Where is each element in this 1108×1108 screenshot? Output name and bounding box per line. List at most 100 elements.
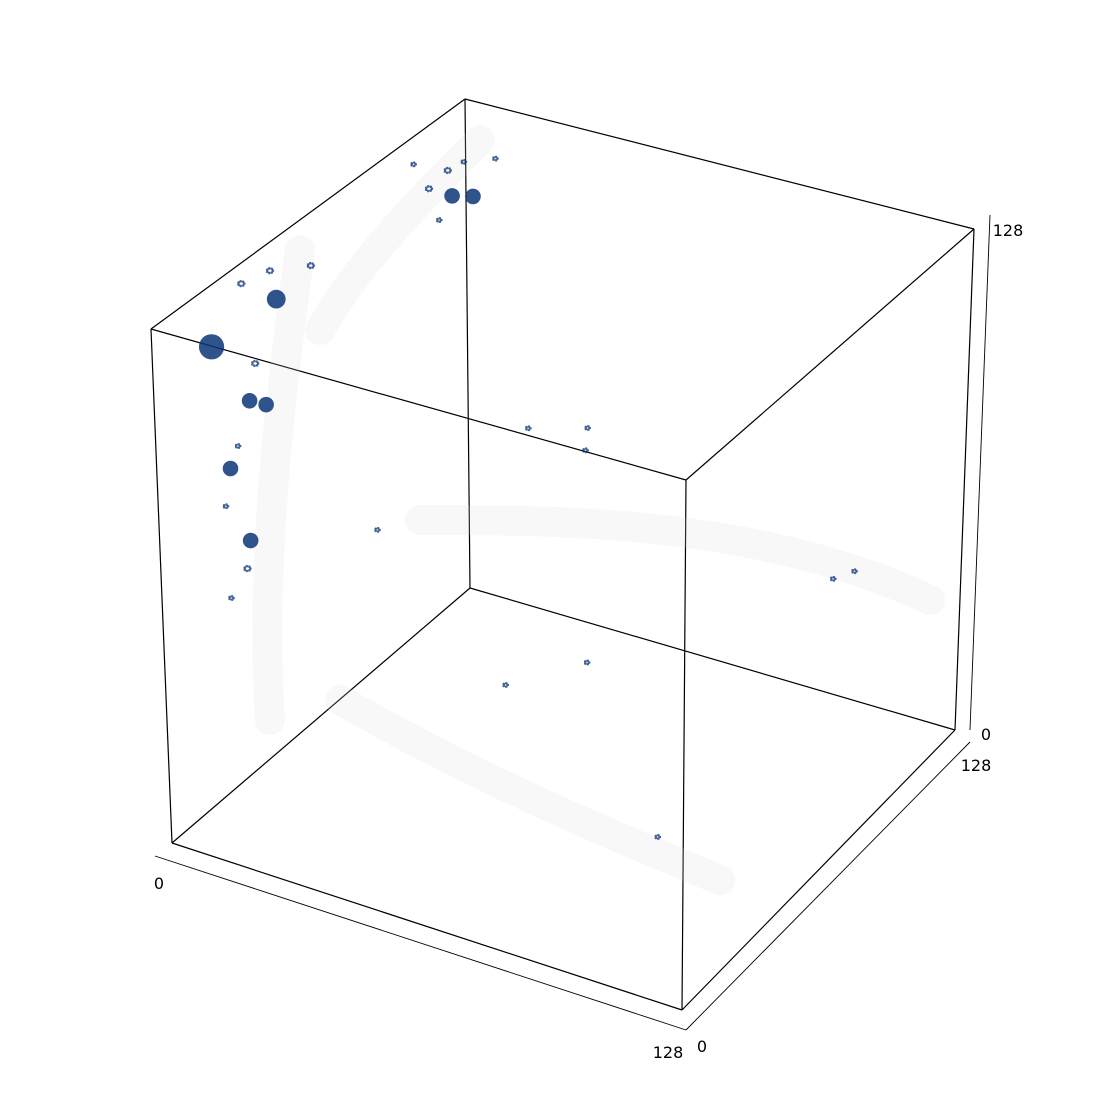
- voxel-dot: [270, 271, 274, 274]
- voxel-dot: [248, 565, 251, 568]
- voxel-blob: [242, 532, 259, 549]
- voxel-dot: [238, 444, 242, 448]
- tick-labels: 0 128 0 128 0 128: [154, 221, 1023, 1062]
- data-point: [465, 188, 481, 205]
- voxel-dot: [248, 569, 251, 572]
- voxel-dot: [256, 362, 260, 365]
- voxel-blob: [222, 460, 239, 477]
- voxel-dot: [414, 163, 418, 166]
- voxel-dot: [584, 450, 588, 454]
- voxel-dot: [374, 527, 377, 531]
- data-point: [460, 158, 468, 165]
- data-point: [228, 595, 235, 601]
- voxel-dot: [410, 164, 414, 167]
- voxel-dot: [527, 425, 531, 428]
- voxel-dot: [440, 218, 443, 222]
- voxel-dot: [658, 835, 662, 839]
- voxel-dot: [492, 158, 495, 161]
- data-point: [492, 155, 499, 162]
- voxel-dot: [506, 683, 510, 687]
- cube-edge: [171, 587, 471, 844]
- data-point: [830, 575, 837, 582]
- y-axis-line: [685, 741, 971, 1031]
- data-point: [654, 833, 662, 840]
- voxel-dot: [222, 506, 226, 509]
- voxel-dot: [429, 185, 433, 189]
- voxel-dot: [584, 425, 588, 429]
- data-point: [198, 334, 225, 360]
- voxel-dot: [424, 188, 428, 192]
- cube-edge: [150, 98, 466, 330]
- data-point: [266, 289, 286, 309]
- voxel-dot: [237, 283, 240, 286]
- voxel-dot: [376, 530, 380, 533]
- voxel-dot: [242, 282, 246, 285]
- voxel-dot: [587, 661, 591, 664]
- data-point: [258, 396, 274, 413]
- voxel-dot: [243, 566, 247, 569]
- voxel-dot: [255, 360, 259, 363]
- voxel-dot: [584, 447, 588, 450]
- x-axis-line: [154, 855, 687, 1031]
- voxel-dot: [448, 167, 451, 170]
- voxel-blob: [258, 396, 274, 413]
- voxel-dot: [308, 261, 312, 265]
- data-point: [525, 425, 532, 432]
- voxel-dot: [308, 266, 312, 270]
- data-point: [443, 166, 453, 175]
- voxel-dot: [426, 185, 430, 188]
- voxel-dot: [265, 268, 269, 271]
- z-tick-min: 0: [981, 725, 991, 744]
- voxel-dot: [237, 443, 240, 446]
- voxel-dot: [306, 265, 310, 268]
- voxel-dot: [234, 445, 238, 449]
- voxel-dot: [855, 569, 858, 573]
- data-point: [584, 425, 592, 431]
- voxel-dot: [654, 834, 658, 838]
- voxel-dot: [311, 266, 314, 269]
- voxel-dot: [438, 220, 442, 224]
- voxel-dot: [245, 564, 249, 568]
- voxel-dot: [237, 281, 240, 284]
- voxel-dot: [438, 217, 442, 220]
- voxel-dot: [424, 186, 428, 189]
- haze-band: [405, 505, 945, 615]
- voxel-dot: [494, 155, 498, 159]
- voxel-dot: [312, 264, 316, 267]
- data-point: [502, 681, 510, 688]
- data-point: [242, 532, 259, 549]
- cube-edge: [681, 729, 956, 1011]
- voxel-dot: [832, 579, 836, 582]
- voxel-dot: [251, 363, 254, 366]
- voxel-dot: [251, 361, 254, 364]
- voxel-dot: [584, 427, 588, 431]
- voxel-dot: [410, 161, 414, 165]
- voxel-dot: [239, 279, 242, 283]
- voxel-dot: [583, 662, 587, 665]
- voxel-dot: [527, 428, 531, 432]
- voxel-dot: [582, 450, 585, 453]
- voxel-dot: [492, 156, 495, 159]
- voxel-dot: [586, 662, 590, 666]
- voxel-dot: [445, 166, 449, 170]
- cube-edge: [469, 587, 956, 731]
- data-point: [251, 359, 260, 368]
- voxel-dot: [464, 160, 468, 164]
- voxel-dot: [834, 577, 837, 581]
- voxel-dot: [225, 503, 228, 506]
- voxel-dot: [830, 576, 833, 580]
- voxel-dot: [241, 284, 245, 287]
- cube-edge: [150, 328, 687, 481]
- z-axis-line: [969, 214, 991, 731]
- y-tick-max: 128: [961, 756, 992, 775]
- voxel-dot: [448, 171, 451, 174]
- faint-density-cloud: [252, 125, 945, 895]
- voxel-dot: [504, 685, 508, 688]
- voxel-dot: [460, 161, 464, 165]
- x-tick-min: 0: [154, 874, 164, 893]
- voxel-dot: [654, 836, 658, 840]
- voxel-dot: [445, 171, 449, 175]
- voxel-dot: [586, 428, 590, 431]
- voxel-dot: [449, 169, 453, 172]
- voxel-dot: [253, 364, 256, 368]
